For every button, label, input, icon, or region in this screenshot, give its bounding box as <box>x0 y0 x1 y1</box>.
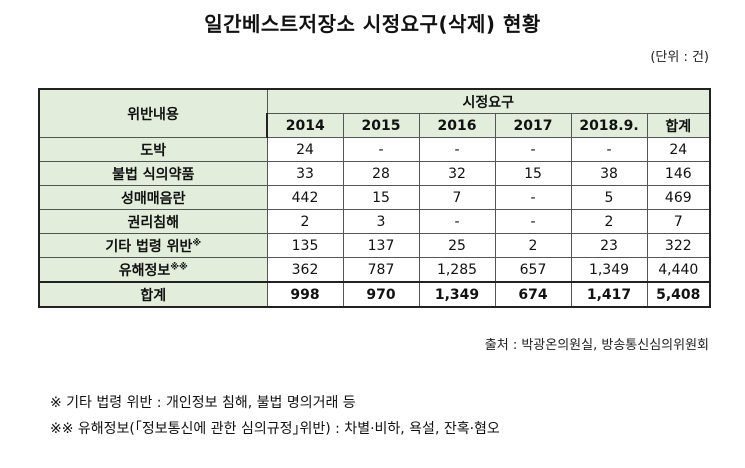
source-note: 출처 : 박광온의원실, 방송통신심의위원회 <box>484 338 709 353</box>
table-cell: 674 <box>494 281 572 308</box>
column-header-total: 합계 <box>646 113 712 138</box>
table-cell: - <box>418 209 496 234</box>
table-cell: 998 <box>266 281 344 308</box>
table-cell: 146 <box>646 161 712 186</box>
table-cell: 38 <box>570 161 648 186</box>
footnote: ※※ 유해정보(｢정보통신에 관한 심의규정｣위반) : 차별·비하, 욕설, … <box>50 421 500 437</box>
table-cell: 135 <box>266 233 344 258</box>
footnote-mark: ※ <box>192 237 202 248</box>
table-cell: 7 <box>646 209 712 234</box>
table-cell: 15 <box>494 161 572 186</box>
table-cell: 5,408 <box>646 281 712 308</box>
unit-label: (단위 : 건) <box>650 50 709 65</box>
violation-table: 위반내용 시정요구 2014 2015 2016 2017 2018.9. 합계… <box>38 88 712 308</box>
column-header-group: 시정요구 <box>266 88 712 114</box>
table-cell: 362 <box>266 257 344 283</box>
table-cell: 2 <box>494 233 572 258</box>
table-cell: 4,440 <box>646 257 712 283</box>
footnote-mark: ※※ <box>170 261 188 272</box>
table-cell: 1,417 <box>570 281 648 308</box>
header-row-group: 위반내용 시정요구 <box>38 88 712 138</box>
table-cell: 1,285 <box>418 257 496 283</box>
column-header-year: 2018.9. <box>570 113 648 138</box>
table-row: 도박 24- - - -24 <box>38 137 712 162</box>
table-cell: 15 <box>342 185 420 210</box>
table-cell: 2 <box>266 209 344 234</box>
column-header-violation: 위반내용 <box>38 88 268 138</box>
table-cell: 137 <box>342 233 420 258</box>
table-cell: 1,349 <box>418 281 496 308</box>
table-row: 유해정보※※ 362 787 1,285 657 1,349 4,440 <box>38 257 712 283</box>
row-label: 합계 <box>38 281 268 308</box>
table-cell: 1,349 <box>570 257 648 283</box>
table-cell: - <box>570 137 648 162</box>
header-row-years: 2014 2015 2016 2017 2018.9. 합계 <box>39 113 712 138</box>
total-row: 합계 998 970 1,349 674 1,417 5,408 <box>38 281 712 308</box>
row-label: 유해정보※※ <box>38 257 268 283</box>
footnote: ※ 기타 법령 위반 : 개인정보 침해, 불법 명의거래 등 <box>50 395 356 411</box>
row-label: 도박 <box>38 137 268 162</box>
table-cell: 7 <box>418 185 496 210</box>
table-row: 불법 식의약품 33 28 32 15 38 146 <box>38 161 712 186</box>
table-cell: 970 <box>342 281 420 308</box>
table-cell: 442 <box>266 185 344 210</box>
table-cell: 469 <box>646 185 712 210</box>
table-row: 권리침해 2 3- -2 7 <box>38 209 712 234</box>
row-label: 권리침해 <box>38 209 268 234</box>
table-cell: 2 <box>570 209 648 234</box>
column-header-year: 2014 <box>266 113 344 138</box>
table-cell: 24 <box>646 137 712 162</box>
table-cell: 32 <box>418 161 496 186</box>
table-cell: 322 <box>646 233 712 258</box>
row-label: 기타 법령 위반※ <box>38 233 268 258</box>
row-label: 성매매음란 <box>38 185 268 210</box>
row-label: 불법 식의약품 <box>38 161 268 186</box>
table-cell: 657 <box>494 257 572 283</box>
table-row: 성매매음란 442 15 7-5 469 <box>38 185 712 210</box>
table-cell: 23 <box>570 233 648 258</box>
table-cell: - <box>494 209 572 234</box>
table-cell: 28 <box>342 161 420 186</box>
column-header-year: 2016 <box>418 113 496 138</box>
table-cell: - <box>494 185 572 210</box>
table-cell: - <box>418 137 496 162</box>
table-cell: 33 <box>266 161 344 186</box>
table-cell: 25 <box>418 233 496 258</box>
table-row: 기타 법령 위반※ 135 137 25 2 23 322 <box>38 233 712 258</box>
column-header-year: 2015 <box>342 113 420 138</box>
table-cell: - <box>342 137 420 162</box>
table-cell: 24 <box>266 137 344 162</box>
table-cell: 5 <box>570 185 648 210</box>
table-cell: 787 <box>342 257 420 283</box>
page-title: 일간베스트저장소 시정요구(삭제) 현황 <box>204 12 541 36</box>
table-cell: - <box>494 137 572 162</box>
column-header-year: 2017 <box>494 113 572 138</box>
footnotes: ※ 기타 법령 위반 : 개인정보 침해, 불법 명의거래 등 ※※ 유해정보(… <box>50 390 500 442</box>
table-cell: 3 <box>342 209 420 234</box>
